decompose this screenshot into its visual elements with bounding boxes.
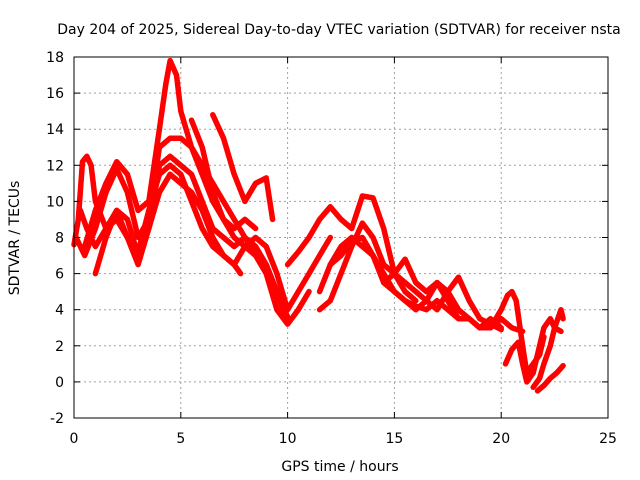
trace-sat-k [327, 234, 504, 331]
x-tick-label: 20 [492, 431, 510, 447]
y-tick-label: 8 [55, 231, 64, 247]
y-tick-labels: -2 0 2 4 6 8 10 12 14 16 18 [46, 50, 64, 427]
y-tick-label: 2 [55, 339, 64, 355]
trace-sat-g [188, 117, 259, 232]
trace-sat-f [210, 112, 276, 223]
x-tick-label: 5 [176, 431, 185, 447]
chart-title: Day 204 of 2025, Sidereal Day-to-day VTE… [57, 22, 620, 38]
y-tick-label: 16 [46, 86, 64, 102]
x-tick-label: 15 [385, 431, 403, 447]
x-tick-label: 25 [599, 431, 617, 447]
x-tick-label: 10 [279, 431, 297, 447]
data-traces [71, 57, 566, 394]
y-tick-label: 6 [55, 267, 64, 283]
trace-sat-l [380, 270, 504, 333]
y-tick-label: -2 [50, 411, 64, 427]
y-tick-label: 12 [46, 158, 64, 174]
trace-sat-o [530, 306, 566, 391]
y-tick-label: 4 [55, 303, 64, 319]
y-tick-label: 0 [55, 375, 64, 391]
trace-sat-d [77, 162, 334, 313]
trace-sat-c [73, 135, 291, 320]
trace-sat-e [92, 171, 244, 277]
y-axis-label: SDTVAR / TECUs [7, 181, 23, 296]
axis-ticks [73, 56, 609, 419]
y-tick-label: 14 [46, 122, 64, 138]
x-axis-label: GPS time / hours [281, 459, 398, 475]
y-tick-label: 10 [46, 194, 64, 210]
trace-sat-p [534, 362, 566, 394]
x-tick-label: 0 [70, 431, 79, 447]
trace-sat-i [316, 234, 462, 322]
trace-sat-a [71, 153, 312, 327]
y-tick-label: 18 [46, 50, 64, 66]
x-tick-labels: 0 5 10 15 20 25 [70, 431, 617, 447]
trace-sat-n [502, 315, 564, 385]
